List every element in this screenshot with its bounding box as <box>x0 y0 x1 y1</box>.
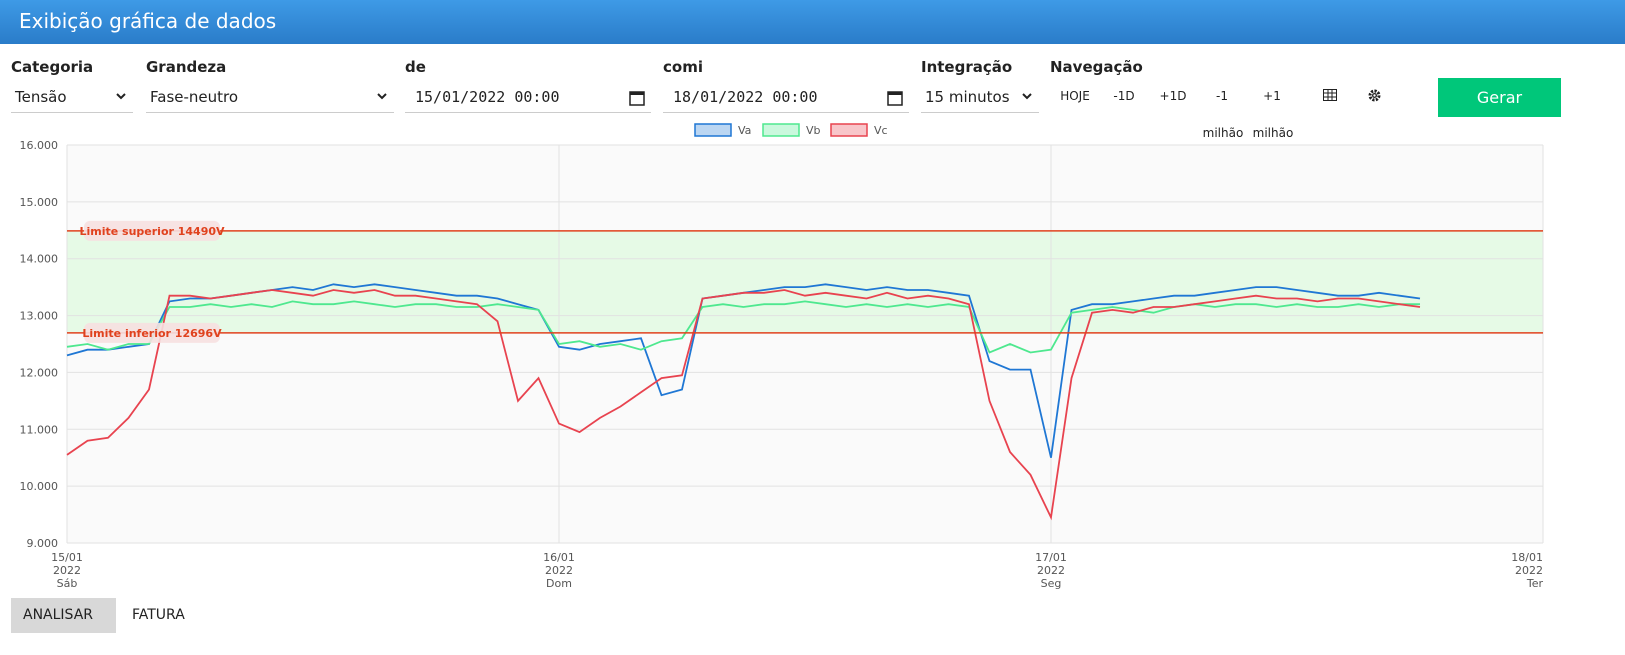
legend-swatch <box>694 123 732 137</box>
calendar-icon <box>629 91 645 106</box>
limit-label-box <box>84 322 220 343</box>
calendar-icon <box>887 91 903 106</box>
chevron <box>1022 93 1032 100</box>
limit-label: Limite superior 14490V <box>79 225 225 238</box>
field-label: de <box>405 58 426 76</box>
legend-swatch <box>830 123 868 137</box>
date-value: 15/01/2022 00:00 <box>415 88 560 106</box>
nav-sub-label: milhão <box>1252 126 1294 140</box>
x-tick-label: 15/01 <box>51 551 83 564</box>
field-label: Categoria <box>11 58 94 76</box>
limit-label-box <box>84 220 220 241</box>
x-tick-label: Dom <box>546 577 572 590</box>
legend-label: Vc <box>874 124 888 137</box>
date-input[interactable]: 15/01/2022 00:00 <box>405 82 651 113</box>
x-tick-label: Ter <box>1526 577 1544 590</box>
chevron <box>377 93 387 100</box>
y-tick-label: 15.000 <box>20 196 59 209</box>
limit-label: Limite inferior 12696V <box>82 327 222 340</box>
x-tick-label: 2022 <box>1037 564 1065 577</box>
y-tick-label: 14.000 <box>20 253 59 266</box>
x-tick-label: 17/01 <box>1035 551 1067 564</box>
date-value: 18/01/2022 00:00 <box>673 88 818 106</box>
y-tick-label: 13.000 <box>20 310 59 323</box>
legend-swatch <box>762 123 800 137</box>
y-tick-label: 10.000 <box>20 480 59 493</box>
legend-label: Va <box>738 124 751 137</box>
x-tick-label: Seg <box>1041 577 1062 590</box>
settings-icon[interactable] <box>1368 89 1381 102</box>
chart: 9.000 10.000 11.000 12.000 13.000 14.000 15.00… <box>20 123 1544 590</box>
select-value: 15 minutos <box>925 88 1010 106</box>
plot-area <box>67 145 1543 543</box>
field-label: comi <box>663 58 703 76</box>
nav-button[interactable]: -1D <box>1113 89 1135 103</box>
x-tick-label: Sáb <box>57 577 78 590</box>
generate-button[interactable]: Gerar <box>1438 78 1561 117</box>
select[interactable]: Fase-neutro <box>146 82 394 113</box>
header-title: Exibição gráfica de dados <box>19 9 277 33</box>
y-tick-label: 12.000 <box>20 366 59 379</box>
x-tick-label: 16/01 <box>543 551 575 564</box>
y-tick-label: 16.000 <box>20 139 59 152</box>
nav-sub-label: milhão <box>1202 126 1244 140</box>
series-line <box>66 289 1421 521</box>
select[interactable]: 15 minutos <box>921 82 1039 113</box>
field-label: Integração <box>921 58 1013 76</box>
legend-label: Vb <box>806 124 821 137</box>
select[interactable]: Tensão <box>11 82 133 113</box>
x-tick-label: 18/01 <box>1511 551 1543 564</box>
field-label: Grandeza <box>146 58 227 76</box>
nav-button[interactable]: HOJE <box>1060 89 1090 103</box>
tab-active[interactable]: ANALISAR <box>11 598 116 633</box>
limit-band <box>67 230 1543 333</box>
nav-button[interactable]: +1D <box>1159 89 1187 103</box>
y-tick-label: 11.000 <box>20 423 59 436</box>
chevron <box>116 93 126 100</box>
y-tick-label: 9.000 <box>27 537 59 550</box>
tab[interactable]: FATURA <box>132 607 185 623</box>
x-tick-label: 2022 <box>53 564 81 577</box>
x-tick-label: 2022 <box>1515 564 1543 577</box>
table-icon[interactable] <box>1323 89 1337 101</box>
select-value: Tensão <box>15 88 67 106</box>
date-input[interactable]: 18/01/2022 00:00 <box>663 82 909 113</box>
header: Exibição gráfica de dados <box>0 0 1625 44</box>
x-tick-label: 2022 <box>545 564 573 577</box>
nav-button[interactable]: +1 <box>1263 89 1281 103</box>
select-value: Fase-neutro <box>150 88 239 106</box>
field-label: Navegação <box>1050 58 1143 76</box>
nav-button[interactable]: -1 <box>1216 89 1228 103</box>
